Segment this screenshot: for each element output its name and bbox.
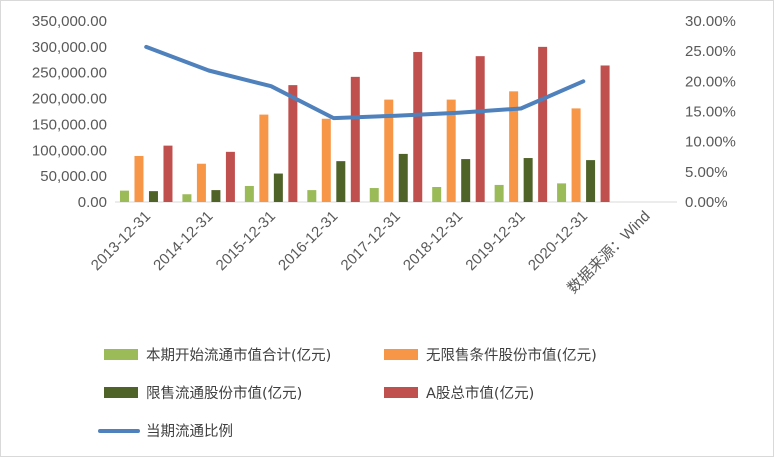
bar: [134, 155, 144, 202]
bar: [196, 163, 206, 202]
x-tick-label: 2019-12-31: [462, 208, 528, 274]
y-right-tick-label: 20.00%: [685, 73, 736, 90]
y-right-tick-label: 0.00%: [685, 194, 728, 211]
bar: [413, 52, 423, 203]
bar: [461, 159, 471, 202]
bar: [211, 190, 221, 202]
bar: [119, 190, 129, 202]
bar: [321, 118, 331, 202]
bar: [523, 158, 533, 202]
x-tick-label: 2017-12-31: [338, 208, 404, 274]
bar: [288, 85, 298, 202]
y-right-tick-label: 5.00%: [685, 164, 728, 181]
legend-label: 当期流通比例: [146, 423, 233, 440]
bar: [538, 46, 548, 202]
y-right-tick-label: 10.00%: [685, 134, 736, 151]
y-left-tick-label: 50,000.00: [40, 168, 107, 185]
y-left-tick-label: 200,000.00: [32, 91, 107, 108]
bar: [336, 161, 346, 202]
y-right-tick-label: 15.00%: [685, 104, 736, 121]
bar: [432, 187, 442, 202]
y-left-tick-label: 150,000.00: [32, 116, 107, 133]
x-tick-label: 2020-12-31: [525, 208, 591, 274]
bar: [369, 188, 379, 202]
x-tick-label: 2015-12-31: [213, 208, 279, 274]
legend-swatch: [104, 387, 138, 398]
y-right-tick-label: 30.00%: [685, 13, 736, 30]
bar: [259, 114, 269, 202]
y-right-tick-label: 25.00%: [685, 43, 736, 60]
x-tick-label: 2018-12-31: [400, 208, 466, 274]
bar: [182, 194, 192, 202]
legend-label: A股总市值(亿元): [426, 385, 534, 402]
bar: [163, 145, 173, 202]
bar: [384, 99, 394, 202]
bar: [446, 99, 456, 202]
bar: [225, 151, 235, 202]
bar: [475, 56, 485, 203]
bar: [494, 184, 504, 202]
bar: [600, 65, 610, 202]
y-left-tick-label: 350,000.00: [32, 13, 107, 30]
y-left-tick-label: 300,000.00: [32, 39, 107, 56]
bar: [307, 190, 317, 202]
y-left-tick-label: 100,000.00: [32, 142, 107, 159]
legend-label: 无限售条件股份市值(亿元): [426, 347, 597, 364]
bar: [273, 173, 283, 202]
x-tick-label: 2014-12-31: [150, 208, 216, 274]
series-line: [144, 44, 586, 121]
legend-label: 本期开始流通市值合计(亿元): [146, 347, 331, 364]
legend-swatch: [384, 349, 418, 360]
legend-label: 限售流通股份市值(亿元): [146, 385, 302, 402]
legend-swatch: [384, 387, 418, 398]
x-tick-label: 2013-12-31: [88, 208, 154, 274]
y-left-tick-label: 250,000.00: [32, 65, 107, 82]
bar: [244, 185, 254, 202]
bar: [398, 153, 408, 202]
bar: [148, 191, 158, 202]
bar: [571, 108, 581, 202]
x-tick-label: 2016-12-31: [275, 208, 341, 274]
bar: [509, 91, 519, 202]
bar: [557, 183, 567, 202]
bar: [586, 160, 596, 202]
legend-swatch: [104, 349, 138, 360]
bar: [350, 76, 360, 202]
y-left-tick-label: 0.00: [78, 194, 107, 211]
